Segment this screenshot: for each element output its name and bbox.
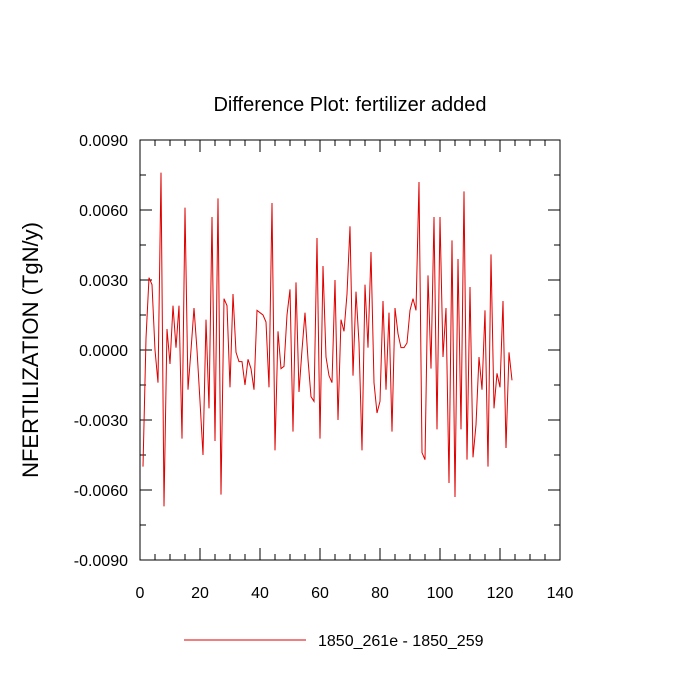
x-tick-label: 60 [311,585,329,602]
y-tick-label: 0.0030 [79,273,128,290]
series-line [142,172,513,507]
x-tick-label: 0 [136,585,145,602]
x-tick-label: 40 [251,585,269,602]
chart-title: Difference Plot: fertilizer added [213,94,486,116]
y-tick-label: 0.0090 [79,133,128,150]
y-axis-label: NFERTILIZATION (TgN/y) [18,222,43,478]
x-axis: 0 20 40 60 80 100 120 140 [136,140,574,602]
series-layer [142,172,513,507]
y-tick-label: -0.0060 [74,483,128,500]
x-tick-label: 100 [427,585,454,602]
y-tick-label: 0.0060 [79,203,128,220]
legend: 1850_261e - 1850_259 [184,633,484,650]
y-tick-label: -0.0030 [74,413,128,430]
y-axis: -0.0090 -0.0060 -0.0030 0.0000 0.0030 0.0060 0… [74,133,560,570]
x-tick-label: 80 [371,585,389,602]
plot-frame [139,139,561,561]
x-tick-label: 120 [487,585,514,602]
legend-entry-label: 1850_261e - 1850_259 [318,633,484,650]
y-tick-label: -0.0090 [74,553,128,570]
plot-area [139,139,561,561]
x-tick-label: 20 [191,585,209,602]
x-tick-label: 140 [547,585,574,602]
y-tick-label: 0.0000 [79,343,128,360]
